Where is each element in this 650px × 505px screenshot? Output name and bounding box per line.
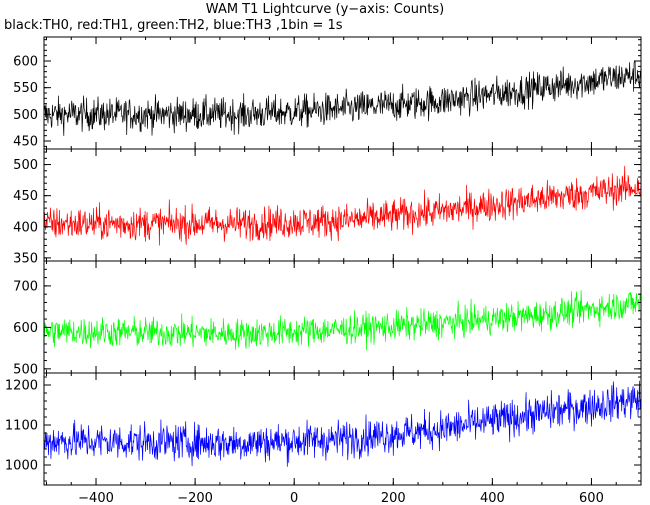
x-tick-label: 0 <box>290 491 298 505</box>
y-tick-label: 500 <box>13 158 38 173</box>
y-tick-label: 450 <box>13 189 38 204</box>
panel-frame-th0 <box>43 36 642 150</box>
y-tick-label: 1000 <box>5 459 38 474</box>
y-tick-label: 450 <box>13 135 38 150</box>
panel-frame-th3 <box>43 372 642 486</box>
y-tick-label: 1200 <box>5 379 38 394</box>
x-tick-label: −400 <box>78 491 114 505</box>
series-th1-line <box>44 165 641 246</box>
series-th3-line <box>44 380 641 467</box>
y-tick-label: 400 <box>13 220 38 235</box>
chart-title: WAM T1 Lightcurve (y−axis: Counts) <box>205 2 445 17</box>
series-th2-line <box>44 290 641 351</box>
x-tick-label: −200 <box>177 491 213 505</box>
y-tick-label: 500 <box>13 108 38 123</box>
chart-subtitle: black:TH0, red:TH1, green:TH2, blue:TH3 … <box>4 18 343 33</box>
y-tick-label: 600 <box>13 321 38 336</box>
y-tick-label: 350 <box>13 251 38 266</box>
y-tick-label: 550 <box>13 81 38 96</box>
y-tick-label: 1100 <box>5 419 38 434</box>
y-tick-label: 500 <box>13 362 38 377</box>
x-tick-label: 600 <box>579 491 604 505</box>
y-tick-label: 600 <box>13 55 38 70</box>
x-tick-label: 400 <box>480 491 505 505</box>
x-tick-label: 200 <box>381 491 406 505</box>
series-th0-line <box>44 61 641 136</box>
y-tick-label: 700 <box>13 279 38 294</box>
panel-frame-th1 <box>43 148 642 262</box>
